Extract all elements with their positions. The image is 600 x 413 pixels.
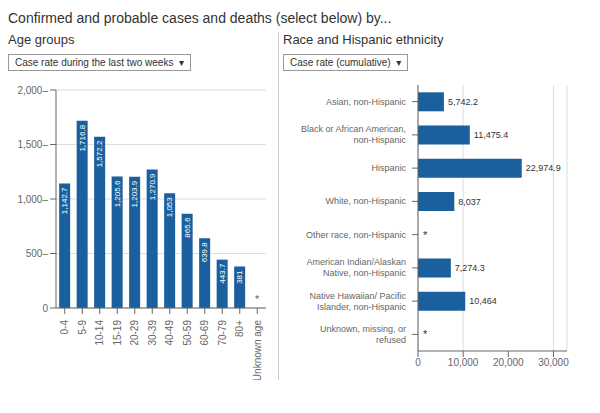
svg-text:1,270.9: 1,270.9 <box>148 173 157 200</box>
svg-text:5,742.2: 5,742.2 <box>448 97 478 107</box>
svg-text:20-29: 20-29 <box>129 320 140 346</box>
svg-text:*: * <box>255 293 260 305</box>
svg-text:40-49: 40-49 <box>164 320 175 346</box>
html-text:Confirmed and probable cases a: Confirmed and probable cases and deaths … <box>8 10 392 26</box>
svg-text:0: 0 <box>415 357 421 368</box>
svg-text:443.7: 443.7 <box>218 263 227 284</box>
svg-text:1,572.2: 1,572.2 <box>95 140 104 167</box>
svg-text:50-59: 50-59 <box>182 320 193 346</box>
svg-text:1,205.6: 1,205.6 <box>113 180 122 207</box>
svg-text:381: 381 <box>235 270 244 284</box>
svg-text:10-14: 10-14 <box>94 320 105 346</box>
svg-text:*: * <box>423 328 428 340</box>
svg-text:15-19: 15-19 <box>112 320 123 346</box>
svg-text:*: * <box>423 229 428 241</box>
svg-text:10,000: 10,000 <box>448 357 479 368</box>
svg-text:0-4: 0-4 <box>59 320 70 335</box>
svg-text:5-9: 5-9 <box>77 320 88 335</box>
html-text:Case rate (cumulative) ▾: Case rate (cumulative) ▾ <box>290 57 402 68</box>
svg-text:1,203.9: 1,203.9 <box>130 180 139 207</box>
svg-text:1,716.8: 1,716.8 <box>78 124 87 151</box>
svg-text:1,053: 1,053 <box>165 197 174 218</box>
svg-text:1,142.7: 1,142.7 <box>60 187 69 214</box>
svg-text:Unknown, missing, orrefused: Unknown, missing, orrefused <box>320 324 406 345</box>
svg-text:Native Hawaiian/ PacificIsland: Native Hawaiian/ PacificIslander, non-Hi… <box>309 291 406 312</box>
svg-text:0: 0 <box>42 303 48 314</box>
svg-text:80+: 80+ <box>234 320 245 337</box>
svg-text:Unknown age: Unknown age <box>252 320 263 380</box>
html-text:Case rate during the last two: Case rate during the last two weeks ▾ <box>15 57 184 68</box>
svg-text:1,500–: 1,500– <box>17 139 48 150</box>
svg-text:70-79: 70-79 <box>217 320 228 346</box>
svg-text:Other race, non-Hispanic: Other race, non-Hispanic <box>306 230 407 240</box>
svg-text:500–: 500– <box>26 248 49 259</box>
svg-text:10,464: 10,464 <box>469 296 497 306</box>
svg-text:Black or African American,non-: Black or African American,non-Hispanic <box>301 124 407 145</box>
svg-text:60-69: 60-69 <box>199 320 210 346</box>
svg-text:22,974.9: 22,974.9 <box>526 163 561 173</box>
svg-text:Asian, non-Hispanic: Asian, non-Hispanic <box>326 97 407 107</box>
html-text:Race and Hispanic ethnicity: Race and Hispanic ethnicity <box>283 32 444 47</box>
svg-text:2,000–: 2,000– <box>17 85 48 96</box>
svg-text:8,037: 8,037 <box>458 197 481 207</box>
svg-text:865.6: 865.6 <box>183 217 192 238</box>
svg-text:20,000: 20,000 <box>493 357 524 368</box>
svg-text:White, non-Hispanic: White, non-Hispanic <box>325 196 406 206</box>
svg-text:American Indian/AlaskanNative,: American Indian/AlaskanNative, non-Hispa… <box>306 257 406 278</box>
html-text:Age groups: Age groups <box>8 32 75 47</box>
svg-text:11,475.4: 11,475.4 <box>474 130 508 140</box>
svg-text:Hispanic: Hispanic <box>371 163 406 173</box>
svg-text:1,000–: 1,000– <box>17 194 48 205</box>
svg-text:7,274.3: 7,274.3 <box>455 263 485 273</box>
svg-text:639.8: 639.8 <box>200 242 209 263</box>
svg-text:30-39: 30-39 <box>147 320 158 346</box>
svg-text:30,000: 30,000 <box>538 357 569 368</box>
